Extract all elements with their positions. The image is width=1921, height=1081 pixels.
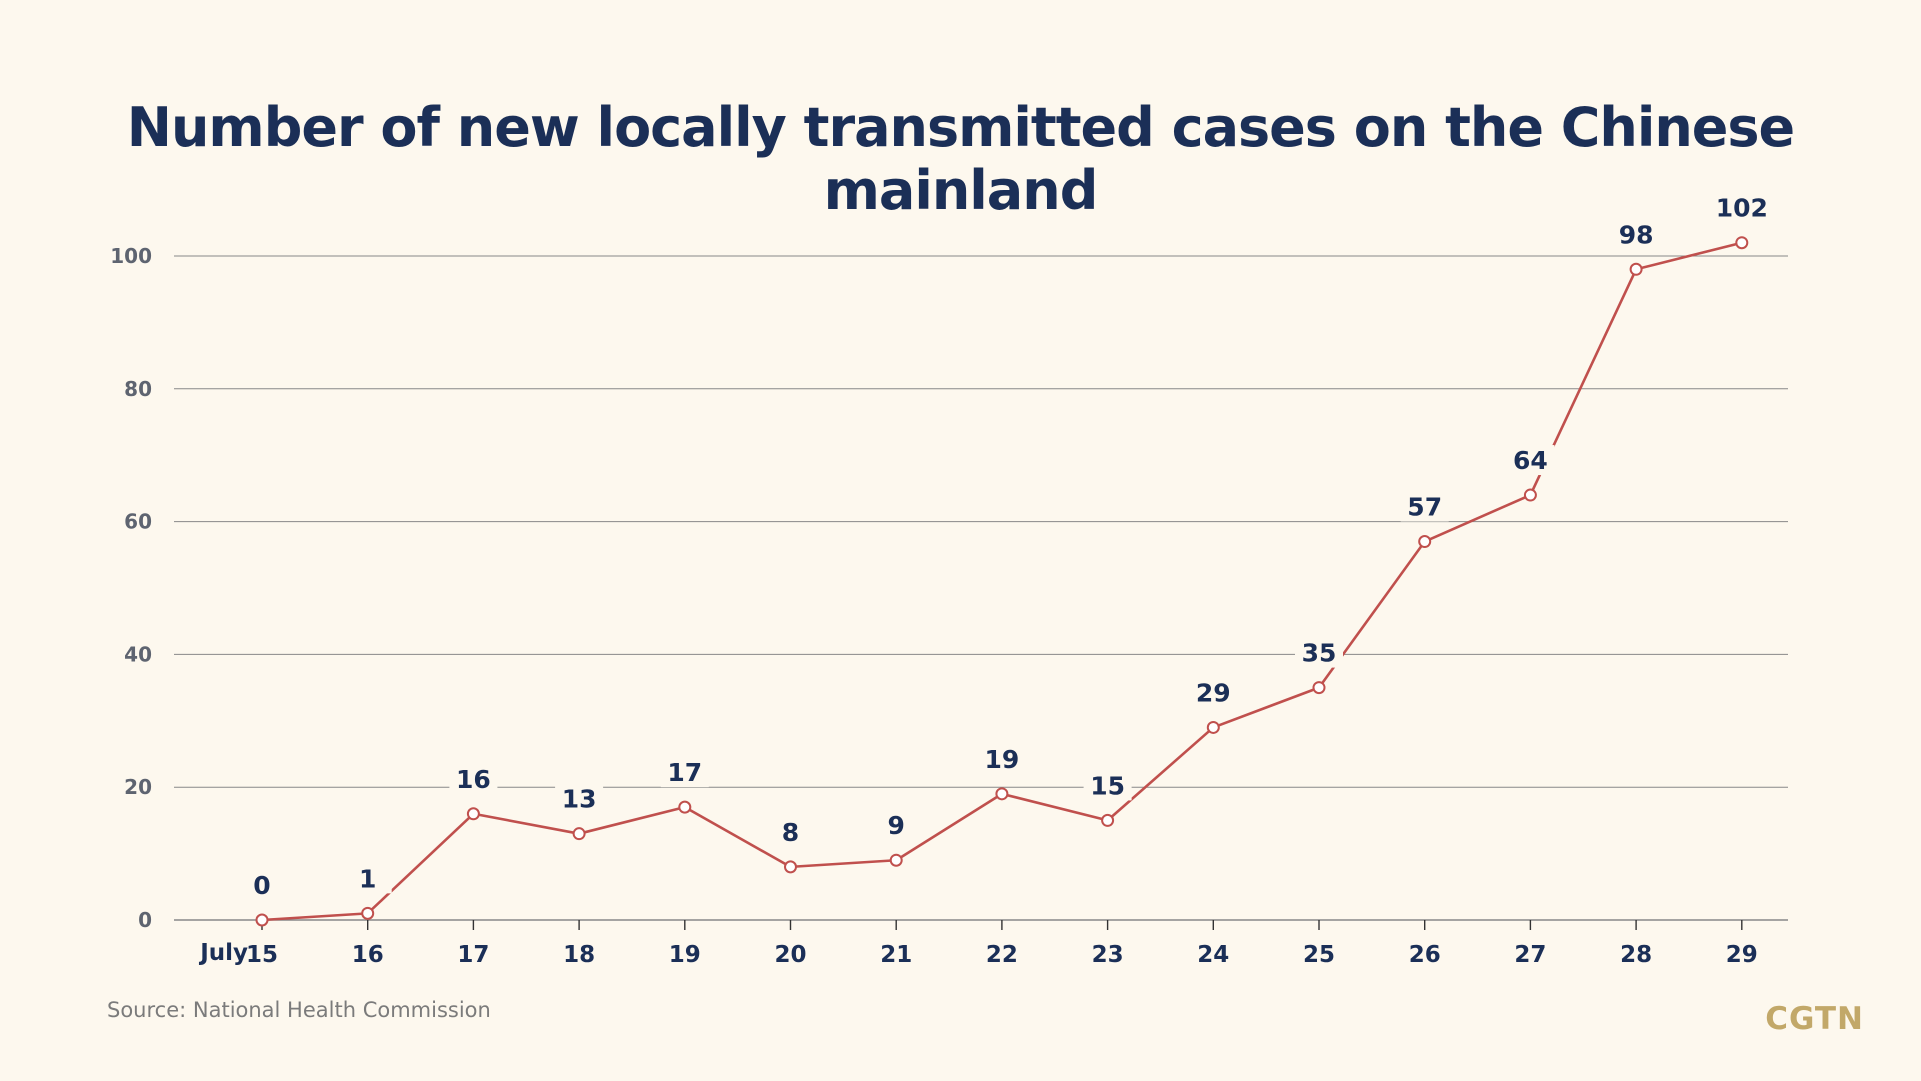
data-label-background	[1295, 637, 1343, 668]
data-label-background	[660, 757, 709, 788]
data-label: 1	[359, 864, 376, 893]
data-label-background	[1612, 219, 1661, 250]
data-point	[1735, 236, 1749, 250]
data-point	[1312, 681, 1326, 695]
data-label: 0	[253, 871, 270, 900]
data-point	[255, 913, 269, 927]
y-tick-label: 40	[124, 642, 152, 666]
x-tick-label: 23	[1092, 942, 1124, 968]
data-point	[361, 906, 375, 920]
data-label-background	[1400, 491, 1449, 522]
data-label-background	[343, 863, 392, 894]
data-label: 9	[887, 811, 904, 840]
chart-title: Number of new locally transmitted cases …	[126, 96, 1795, 222]
x-tick-label: 20	[774, 942, 806, 968]
y-tick-label: 20	[124, 775, 152, 799]
x-tick-label: 24	[1197, 942, 1229, 968]
data-label: 13	[562, 785, 597, 814]
data-label-background	[238, 870, 286, 900]
data-label-background	[1506, 445, 1555, 476]
x-tick-label: 29	[1726, 942, 1758, 968]
data-point	[466, 807, 480, 821]
data-label-background	[555, 783, 604, 814]
x-tick-label: 16	[352, 942, 384, 968]
gridlines	[174, 255, 1788, 921]
data-label: 16	[456, 765, 491, 794]
data-point	[1523, 488, 1537, 502]
data-label-background	[977, 743, 1026, 774]
data-label: 64	[1513, 446, 1548, 475]
y-tick-label: 0	[138, 908, 152, 932]
x-tick-label: 28	[1620, 942, 1652, 968]
x-tick-label: 18	[563, 942, 595, 968]
y-tick-label: 80	[124, 377, 152, 401]
x-tick-label: 22	[986, 942, 1018, 968]
data-label-background	[872, 810, 921, 841]
x-tick-label: 21	[880, 942, 912, 968]
data-label: 57	[1407, 493, 1442, 522]
data-point	[1206, 720, 1220, 734]
data-point	[784, 860, 797, 874]
y-tick-label: 100	[110, 244, 152, 268]
data-label: 8	[782, 818, 799, 847]
data-point	[572, 827, 586, 841]
y-tick-label: 60	[124, 510, 152, 534]
cgtn-logo: CGTN	[1765, 1001, 1864, 1037]
x-tick-label: 26	[1409, 942, 1441, 968]
data-point	[678, 800, 692, 814]
data-label: 35	[1302, 639, 1337, 668]
data-label-background	[766, 816, 815, 847]
x-tick-label: 25	[1303, 942, 1335, 968]
data-point	[889, 853, 903, 867]
x-axis-month-label: July	[198, 940, 248, 966]
data-labels-layer: 0 1 16 13 17 8 9 19 15 29 35 57 64 98 102	[238, 192, 1768, 900]
source-note: Source: National Health Commission	[107, 998, 491, 1022]
x-tick-label: 19	[669, 942, 701, 968]
data-point	[995, 787, 1009, 801]
data-point	[1629, 262, 1643, 276]
data-label: 98	[1619, 220, 1654, 249]
data-label-background	[1189, 677, 1238, 708]
x-tick-label: 27	[1514, 942, 1546, 968]
x-tick-label: 15	[246, 942, 278, 968]
data-label-background	[1717, 192, 1766, 223]
data-point	[1418, 535, 1432, 549]
data-label-background	[449, 763, 498, 794]
series-line-layer	[261, 241, 1743, 922]
data-label: 29	[1196, 678, 1231, 707]
points-layer	[255, 236, 1749, 927]
data-label: 15	[1090, 771, 1125, 800]
data-label: 19	[985, 745, 1020, 774]
series-line	[261, 241, 1743, 922]
data-label: 102	[1716, 194, 1768, 223]
data-point	[1101, 813, 1115, 827]
data-label: 17	[667, 758, 702, 787]
data-label-background	[1083, 770, 1132, 801]
x-tick-label: 17	[457, 942, 489, 968]
